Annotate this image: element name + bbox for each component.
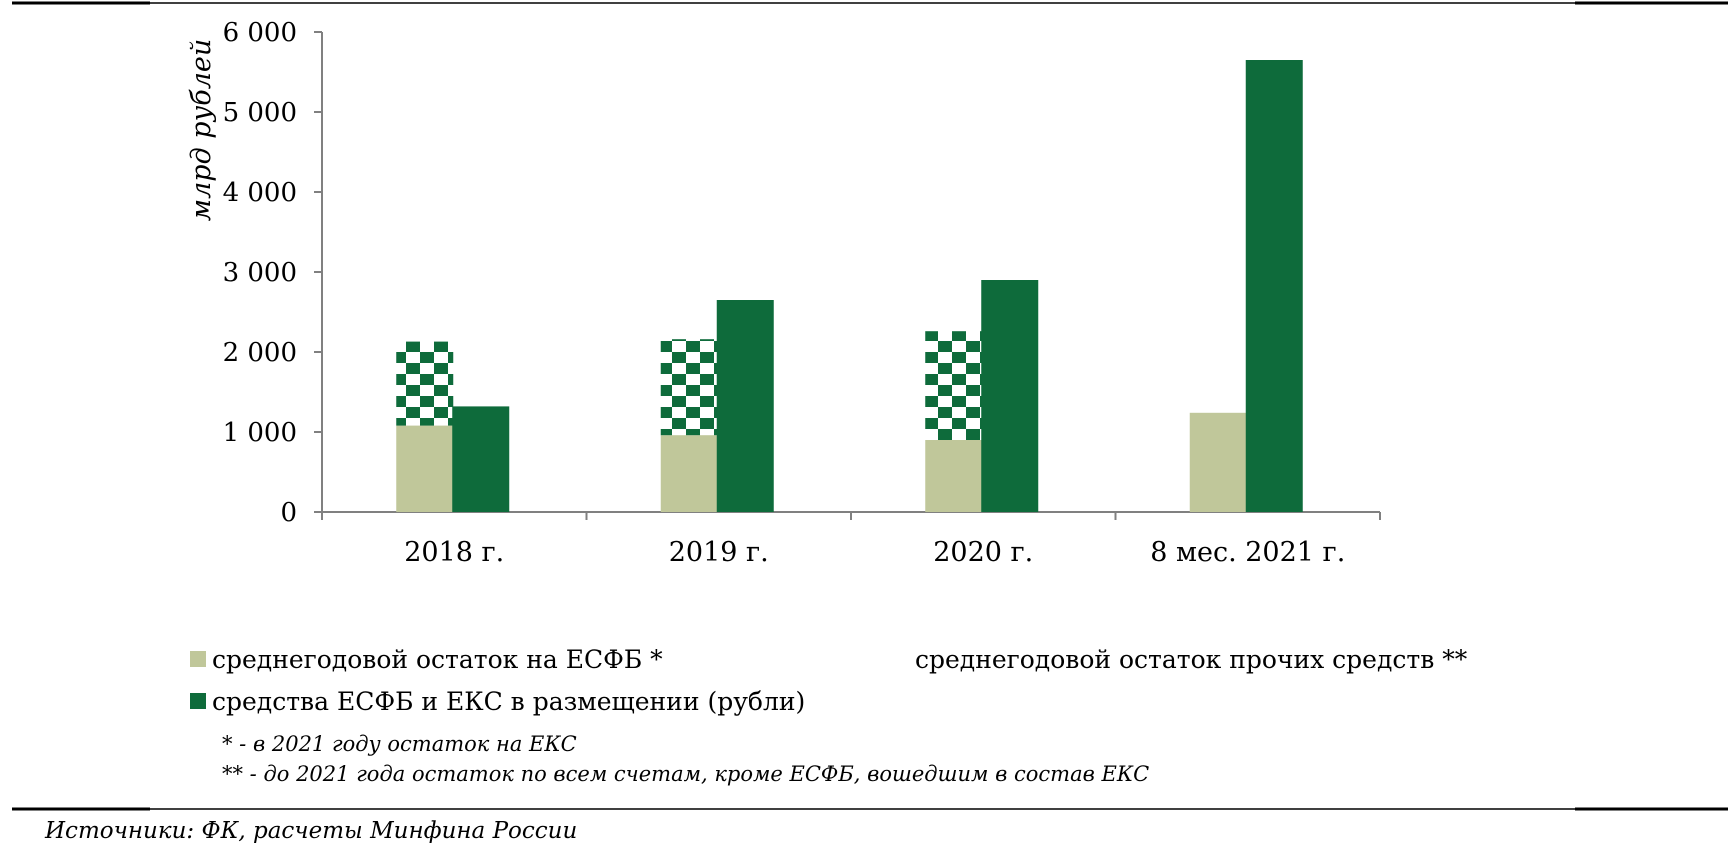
- y-tick-label: 5 000: [223, 98, 297, 128]
- legend-label-placement: средства ЕСФБ и ЕКС в размещении (рубли): [212, 687, 805, 716]
- bar-esfb: [1189, 412, 1247, 512]
- y-tick-label: 1 000: [223, 418, 297, 448]
- bar-esfb: [660, 435, 718, 512]
- y-tick-label: 6 000: [223, 18, 297, 48]
- y-tick-label: 0: [280, 498, 297, 528]
- bar-other-funds: [660, 339, 718, 436]
- footnote-2: ** - до 2021 года остаток по всем счетам…: [222, 762, 1149, 786]
- bar-other-funds: [925, 331, 983, 440]
- x-category-labels: 2018 г. 2019 г. 2020 г. 8 мес. 2021 г.: [404, 537, 1345, 568]
- legend-swatch-placement: [190, 693, 206, 709]
- bar-placement: [452, 406, 510, 512]
- legend-label-esfb: среднегодовой остаток на ЕСФБ *: [212, 645, 663, 674]
- bars-group: [396, 60, 1303, 512]
- y-tick-label: 4 000: [223, 178, 297, 208]
- bar-placement: [716, 300, 774, 512]
- bar-other-funds: [396, 341, 454, 426]
- x-category-label: 2020 г.: [933, 537, 1033, 568]
- x-category-label: 8 мес. 2021 г.: [1150, 537, 1345, 568]
- bar-esfb: [396, 425, 454, 512]
- y-tick-label: 3 000: [223, 258, 297, 288]
- x-category-label: 2019 г.: [669, 537, 769, 568]
- bar-placement: [981, 280, 1039, 512]
- bar-placement: [1245, 60, 1303, 512]
- y-tick-label: 2 000: [223, 338, 297, 368]
- y-axis-label: млрд рублей: [186, 39, 217, 222]
- legend-swatch-esfb: [190, 651, 206, 667]
- x-category-label: 2018 г.: [404, 537, 504, 568]
- footnote-1: * - в 2021 году остаток на ЕКС: [222, 732, 577, 756]
- source-note: Источники: ФК, расчеты Минфина России: [44, 818, 577, 844]
- y-tick-labels: 0 1 000 2 000 3 000 4 000 5 000 6 000: [223, 18, 297, 528]
- legend-label-other: среднегодовой остаток прочих средств **: [915, 645, 1468, 674]
- bar-esfb: [925, 440, 983, 512]
